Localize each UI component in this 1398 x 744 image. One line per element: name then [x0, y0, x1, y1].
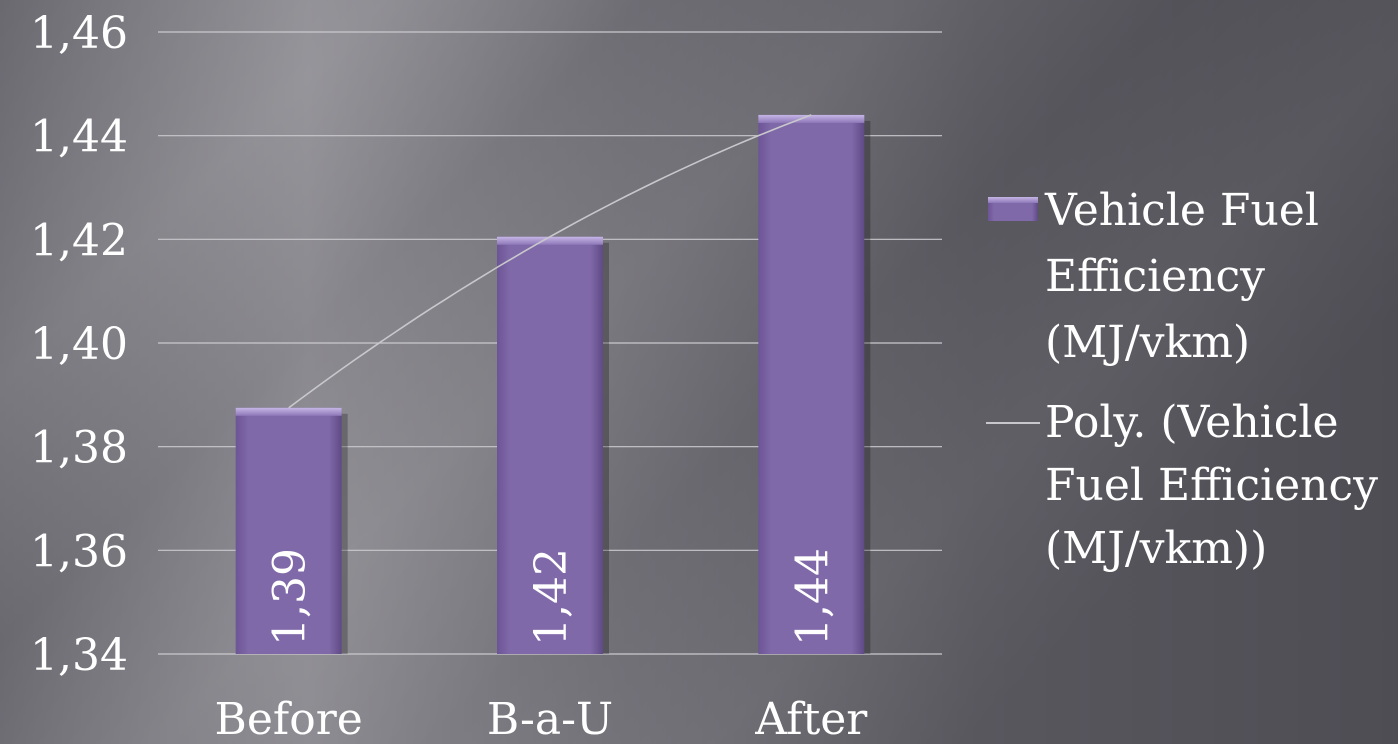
trendline — [288, 114, 812, 409]
x-tick-label: B-a-U — [487, 694, 613, 744]
data-label: 1,42 — [526, 548, 577, 646]
x-axis: Before B-a-U After — [215, 694, 869, 744]
bars: 1,39 1,42 1,44 — [235, 114, 871, 654]
bar-bevel — [497, 236, 603, 245]
data-label: 1,39 — [265, 548, 316, 646]
legend-line-label: (MJ/vkm)) — [1045, 523, 1267, 574]
y-tick-label: 1,42 — [30, 215, 128, 266]
y-tick-label: 1,40 — [30, 319, 128, 370]
y-tick-label: 1,38 — [30, 423, 128, 474]
data-label: 1,44 — [787, 548, 838, 646]
y-tick-label: 1,44 — [30, 112, 128, 163]
y-tick-label: 1,36 — [30, 526, 128, 577]
legend-bar-label: Efficiency — [1045, 251, 1265, 302]
x-tick-label: Before — [215, 694, 363, 744]
poly-trendline — [288, 114, 812, 409]
y-tick-label: 1,34 — [30, 630, 128, 681]
bar-bevel — [758, 114, 865, 123]
legend-bar-label: Vehicle Fuel — [1044, 185, 1319, 236]
bar-before — [235, 407, 342, 654]
legend: Vehicle Fuel Efficiency (MJ/vkm) Poly. (Veh… — [986, 185, 1378, 574]
bar-b-a-u — [497, 236, 603, 654]
y-tick-label: 1,46 — [30, 8, 128, 59]
legend-line-label: Poly. (Vehicle — [1045, 397, 1338, 448]
legend-line-label: Fuel Efficiency — [1045, 460, 1378, 511]
x-tick-label: After — [754, 694, 868, 744]
legend-bar-label: (MJ/vkm) — [1045, 317, 1250, 368]
y-axis: 1,34 1,36 1,38 1,40 1,42 1,44 1,46 — [30, 8, 128, 681]
bar-bevel — [235, 407, 342, 416]
legend-bar-swatch-bevel — [988, 197, 1038, 203]
bar-after — [758, 114, 865, 654]
